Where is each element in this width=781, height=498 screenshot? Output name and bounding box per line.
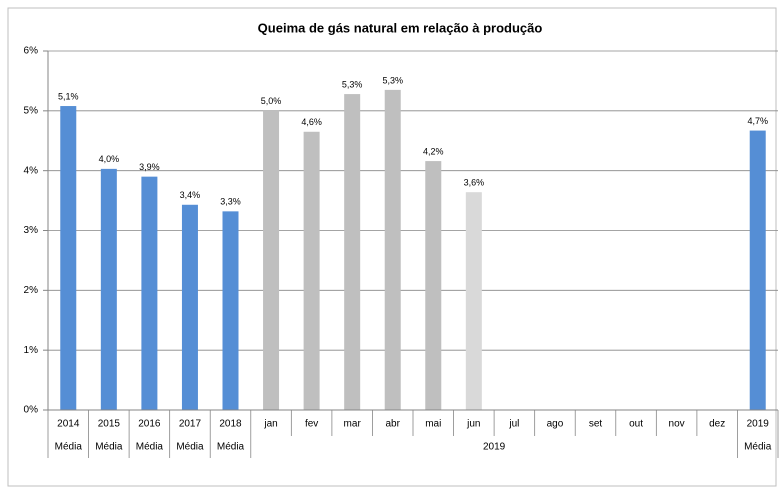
value-label: 4,0% (99, 154, 120, 164)
x-tick-label: 2014 (57, 419, 80, 430)
x-tick-label: mar (344, 419, 362, 430)
bar (100, 168, 117, 410)
x-tick-label: 2019 (747, 419, 770, 430)
x-tick-label: out (629, 419, 643, 430)
bar (60, 106, 77, 411)
value-label: 3,9% (139, 162, 160, 172)
bar (303, 131, 320, 410)
y-tick-label: 4% (24, 165, 39, 176)
y-tick-label: 1% (24, 345, 39, 356)
bar (384, 89, 401, 411)
x-tick-label: abr (385, 419, 400, 430)
value-label: 4,2% (423, 146, 444, 156)
chart-title: Queima de gás natural em relação à produ… (258, 20, 543, 35)
group-label: Média (55, 442, 83, 453)
x-tick-label: set (589, 419, 603, 430)
value-label: 4,6% (301, 117, 322, 127)
bar (425, 161, 442, 410)
group-label: Média (176, 442, 204, 453)
value-label: 3,4% (180, 190, 201, 200)
value-label: 5,1% (58, 91, 79, 101)
group-label: Média (744, 442, 772, 453)
x-tick-label: jun (466, 419, 480, 430)
x-tick-label: 2016 (138, 419, 161, 430)
x-tick-label: 2017 (179, 419, 202, 430)
group-label: Média (95, 442, 123, 453)
bar (263, 110, 280, 410)
x-tick-label: mai (425, 419, 441, 430)
bar (749, 130, 766, 410)
value-label: 3,6% (464, 178, 485, 188)
y-tick-label: 5% (24, 105, 39, 116)
bar (141, 176, 158, 410)
x-tick-label: ago (547, 419, 564, 430)
x-tick-label: jul (508, 419, 519, 430)
value-label: 4,7% (747, 116, 768, 126)
y-tick-label: 3% (24, 225, 39, 236)
x-tick-label: fev (305, 419, 318, 430)
group-label: 2019 (483, 442, 506, 453)
y-tick-label: 6% (24, 46, 39, 57)
group-label: Média (217, 442, 245, 453)
bar (465, 192, 482, 410)
bar (344, 94, 361, 410)
group-label: Média (136, 442, 164, 453)
x-tick-label: nov (669, 419, 685, 430)
bar (222, 211, 239, 410)
y-tick-label: 2% (24, 285, 39, 296)
y-tick-label: 0% (24, 405, 39, 416)
x-tick-label: jan (263, 419, 277, 430)
x-tick-label: dez (709, 419, 725, 430)
value-label: 5,3% (382, 75, 403, 85)
x-tick-label: 2015 (98, 419, 121, 430)
value-label: 3,3% (220, 197, 241, 207)
value-label: 5,3% (342, 79, 363, 89)
value-label: 5,0% (261, 96, 282, 106)
bar (181, 204, 198, 410)
x-tick-label: 2018 (219, 419, 242, 430)
